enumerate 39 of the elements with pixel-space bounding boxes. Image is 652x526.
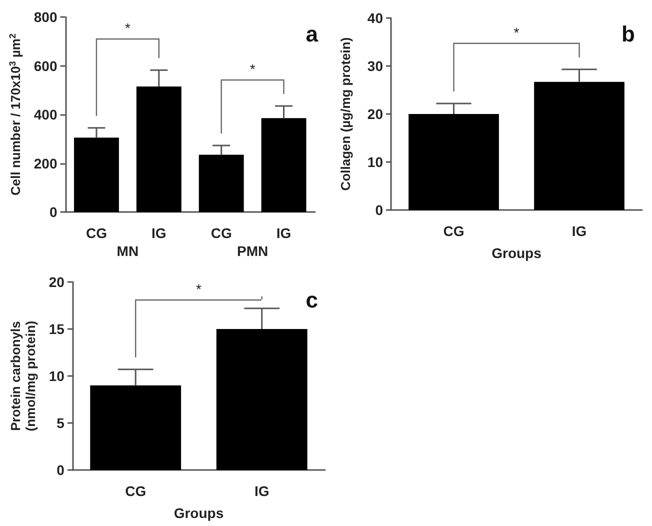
x-tick-label: CG <box>210 225 232 241</box>
x-tick-label: CG <box>125 483 146 499</box>
x-tick-label: IG <box>254 483 270 499</box>
y-tick-label: 10 <box>48 368 65 384</box>
y-tick-label: 40 <box>367 10 384 26</box>
y-tick-label: 0 <box>49 204 58 220</box>
y-tick-label: 10 <box>367 154 384 170</box>
annotation: * <box>514 24 520 40</box>
bar <box>198 154 244 212</box>
y-tick-label: 20 <box>48 274 65 290</box>
x-axis-title: Groups <box>492 245 542 261</box>
y-tick-label: 20 <box>367 106 384 122</box>
y-tick-label: 600 <box>34 58 58 74</box>
y-tick-label: 200 <box>34 155 58 172</box>
text: PMN <box>237 243 268 259</box>
x-tick-label: CG <box>86 225 108 241</box>
chart-title: a <box>306 22 319 46</box>
chart-title: b <box>622 22 636 46</box>
y-axis-title: Collagen (µg/mg protein) <box>338 37 353 191</box>
y-axis-title: Cell number / 170x103 µm2 <box>8 33 23 196</box>
chart-title: c <box>306 288 318 312</box>
x-tick-label: CG <box>443 223 464 239</box>
annotation: * <box>250 60 256 77</box>
y-tick-label: 30 <box>367 58 384 74</box>
y-tick-label: 15 <box>48 321 65 337</box>
x-tick-label: IG <box>152 225 166 241</box>
text: MN <box>116 243 139 259</box>
y-tick-label: 800 <box>34 9 58 25</box>
y-tick-label: 0 <box>375 202 384 218</box>
x-tick-label: IG <box>572 223 587 239</box>
annotation: * <box>124 20 131 36</box>
y-tick-label: 0 <box>56 462 65 478</box>
x-axis-title: Groups <box>174 505 224 521</box>
bar <box>74 138 119 212</box>
annotation: * <box>196 281 202 297</box>
y-axis-title: Protein carbonyls (nmol/mg protein) <box>8 320 38 432</box>
x-tick-label: IG <box>276 225 292 241</box>
y-tick-label: 400 <box>34 106 58 122</box>
y-tick-label: 5 <box>56 415 65 431</box>
